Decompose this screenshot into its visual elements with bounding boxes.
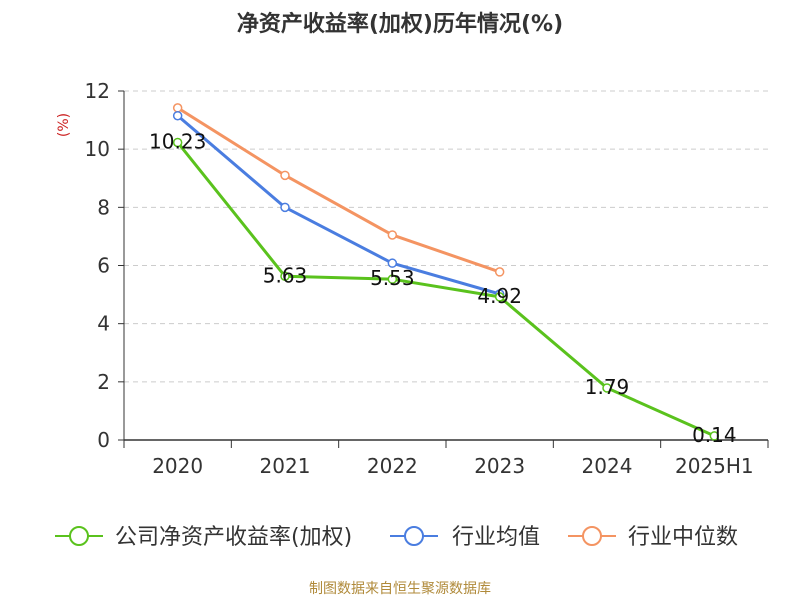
data-label: 5.53 <box>370 266 415 290</box>
data-label: 1.79 <box>585 375 630 399</box>
series-line <box>176 141 715 438</box>
legend-item-2[interactable]: 行业中位数 <box>568 525 738 550</box>
x-tick-label: 2025H1 <box>675 454 754 478</box>
x-tick-label: 2022 <box>367 454 418 478</box>
y-tick-label: 0 <box>97 428 110 452</box>
series-2 <box>172 103 505 277</box>
data-point <box>280 202 290 213</box>
data-point <box>387 230 398 240</box>
data-point <box>387 274 398 284</box>
y-axis-label: (%) <box>56 113 72 137</box>
series <box>172 103 720 441</box>
data-label: 10.23 <box>149 129 206 153</box>
x-tick-label: 2020 <box>152 454 203 478</box>
data-point <box>602 383 612 393</box>
legend-label: 行业均值 <box>452 525 540 550</box>
legend[interactable]: 公司净资产收益率(加权) 行业均值 行业中位数 <box>55 525 738 550</box>
legend-item-0[interactable]: 公司净资产收益率(加权) <box>55 525 352 550</box>
legend-marker <box>404 526 424 546</box>
data-point <box>280 170 290 181</box>
data-label: 4.92 <box>477 284 522 308</box>
legend-label: 公司净资产收益率(加权) <box>115 525 352 550</box>
data-point <box>494 267 505 277</box>
data-labels: 10.23 5.63 5.53 4.92 1.79 0.14 <box>149 129 737 446</box>
data-label: 5.63 <box>263 263 308 287</box>
legend-label: 行业中位数 <box>628 525 738 550</box>
source-note: 制图数据来自恒生聚源数据库 <box>309 581 491 597</box>
data-label: 0.14 <box>692 423 737 447</box>
x-tick-label: 2023 <box>474 454 525 478</box>
x-tick-label: 2021 <box>260 454 311 478</box>
data-point <box>172 103 183 113</box>
y-tick-label: 8 <box>97 195 110 219</box>
data-point <box>280 271 290 282</box>
legend-marker <box>582 526 602 546</box>
series-0 <box>172 137 720 441</box>
axes: 0 2 4 6 8 10 12 2020 2021 2022 2023 2024 2025H1 <box>85 79 769 478</box>
chart-title: 净资产收益率(加权)历年情况(%) <box>236 12 564 37</box>
y-tick-label: 6 <box>97 254 110 278</box>
series-line <box>176 106 501 274</box>
data-point <box>172 137 183 148</box>
legend-item-1[interactable]: 行业均值 <box>390 525 540 550</box>
y-tick-label: 12 <box>85 79 110 103</box>
data-point <box>709 431 720 441</box>
data-point <box>494 292 505 302</box>
data-point <box>387 258 398 268</box>
data-point <box>172 110 183 121</box>
legend-marker <box>69 526 89 546</box>
series-line <box>176 114 501 296</box>
x-tick-label: 2024 <box>582 454 633 478</box>
y-tick-label: 10 <box>85 137 110 161</box>
y-tick-label: 2 <box>97 370 110 394</box>
y-tick-label: 4 <box>97 312 110 336</box>
